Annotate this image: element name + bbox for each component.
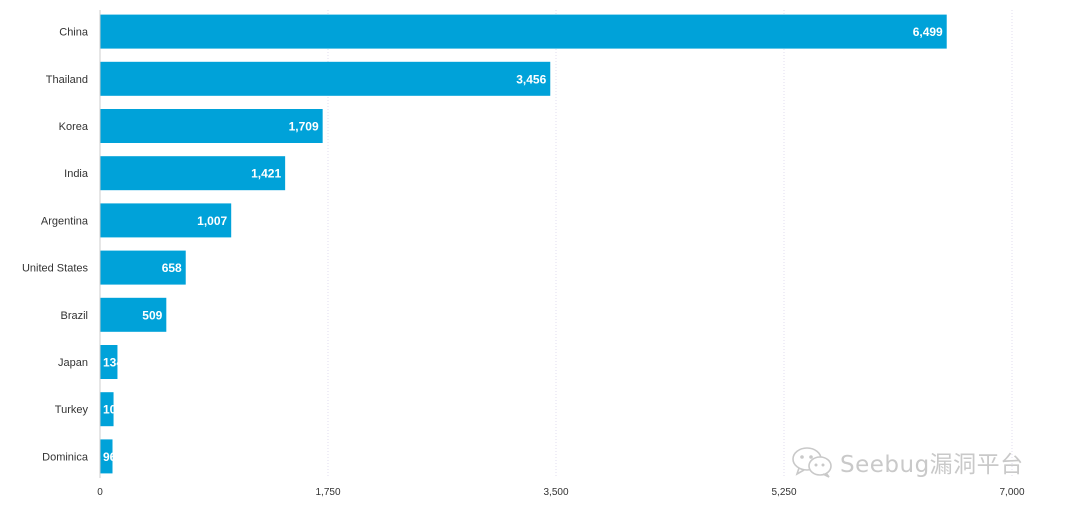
bar [100,297,167,332]
wechat-icon [792,447,832,478]
x-axis-tick-labels: 0 1,750 3,500 5,250 7,000 [97,487,1025,498]
category-label: Dominica [42,451,89,463]
x-tick-label: 0 [97,487,103,498]
bar-value-label: 1,421 [251,167,281,181]
bar [100,109,323,143]
bar-value-label: 658 [162,261,182,275]
category-label: Japan [58,357,88,369]
bar [100,439,113,474]
bars [100,14,947,474]
bar-value-label: 104 [103,403,123,417]
category-label: Argentina [41,215,89,227]
category-labels: China Thailand Korea India Argentina United S… [22,27,89,464]
bar-value-label: 6,499 [913,25,943,39]
x-tick-label: 5,250 [771,487,796,498]
bar [100,203,232,238]
category-label: Thailand [46,74,88,86]
bar-value-label: 96 [103,450,117,464]
bar-value-label: 3,456 [516,72,546,86]
x-tick-label: 1,750 [315,487,340,498]
bar [100,250,186,285]
bar [100,392,114,427]
category-label: Brazil [60,310,88,322]
grid-lines [327,10,1013,478]
category-label: Turkey [55,404,89,416]
bar [100,156,286,191]
category-label: United States [22,263,89,275]
x-tick-label: 3,500 [543,487,568,498]
bar-value-label: 1,007 [197,214,227,228]
x-tick-label: 7,000 [999,487,1024,498]
bar-value-labels: 6,499 3,456 1,709 1,421 1,007 658 509 134 104 96 [103,25,943,464]
category-label: Korea [59,121,89,133]
category-label: India [64,168,89,180]
bar-value-label: 134 [103,356,123,370]
bar-value-label: 509 [142,308,162,322]
watermark-text: Seebug漏洞平台 [840,452,1024,478]
bar [100,61,551,96]
category-label: China [59,27,89,39]
bar [100,14,947,49]
bar-value-label: 1,709 [289,120,319,134]
bar [100,345,118,379]
watermark: Seebug漏洞平台 [790,446,1024,478]
